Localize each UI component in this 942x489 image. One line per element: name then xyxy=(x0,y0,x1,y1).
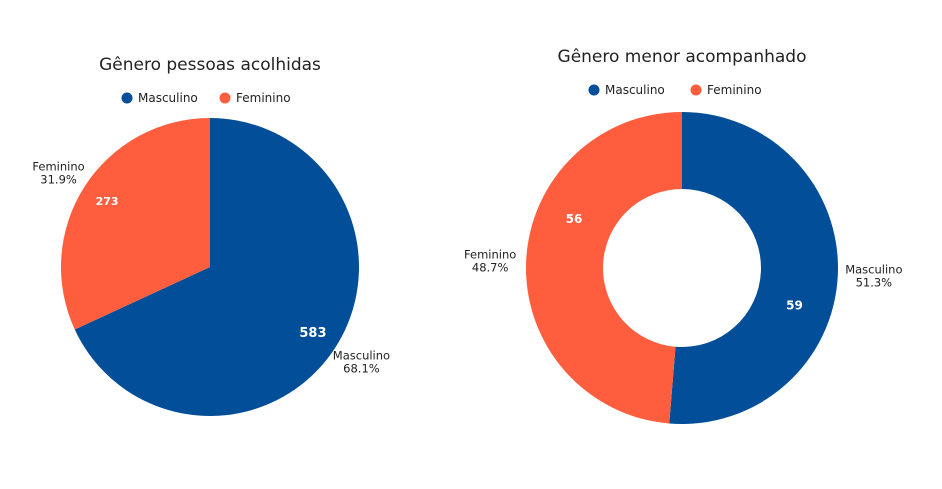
slice-percent-label: 51.3% xyxy=(856,276,893,290)
legend-marker-feminino xyxy=(690,84,702,96)
pie-chart-pessoas-acolhidas: Gênero pessoas acolhidas Masculino Feminin… xyxy=(32,55,390,416)
donut-chart-svg: Gênero menor acompanhado Masculino Feminin… xyxy=(464,47,902,424)
slice-category-label: Feminino xyxy=(32,160,84,174)
legend-marker-masculino xyxy=(588,84,600,96)
legend-label-feminino: Feminino xyxy=(236,91,291,105)
slice-percent-label: 48.7% xyxy=(472,260,509,274)
slice-value-label-masculino: 59 xyxy=(786,298,803,312)
chart-title: Gênero pessoas acolhidas xyxy=(99,55,321,75)
chart-title: Gênero menor acompanhado xyxy=(558,47,807,67)
slice-percent-label: 68.1% xyxy=(343,361,380,375)
slice-value-label-feminino: 56 xyxy=(566,212,583,226)
pie-slice-masculino xyxy=(74,118,359,416)
chart-legend: Masculino Feminino xyxy=(588,83,762,97)
slice-category-label: Masculino xyxy=(333,348,390,362)
legend-label-masculino: Masculino xyxy=(138,91,198,105)
slice-category-label: Masculino xyxy=(845,263,902,277)
chart-legend: Masculino Feminino xyxy=(121,91,291,105)
pie-slice-feminino xyxy=(61,118,211,330)
slice-value-label-masculino: 583 xyxy=(299,326,326,341)
pie-slice-feminino xyxy=(525,112,682,424)
legend-marker-masculino xyxy=(121,92,133,104)
pie-slice-masculino xyxy=(669,112,838,424)
slice-percent-label: 31.9% xyxy=(40,173,77,187)
legend-label-feminino: Feminino xyxy=(707,83,762,97)
slice-value-label-feminino: 273 xyxy=(96,195,119,208)
slice-category-label: Feminino xyxy=(464,247,516,261)
pie-chart-svg: Gênero pessoas acolhidas Masculino Feminin… xyxy=(32,55,390,416)
legend-marker-feminino xyxy=(219,92,231,104)
legend-label-masculino: Masculino xyxy=(605,83,665,97)
donut-chart-menor-acompanhado: Gênero menor acompanhado Masculino Feminin… xyxy=(464,0,942,489)
